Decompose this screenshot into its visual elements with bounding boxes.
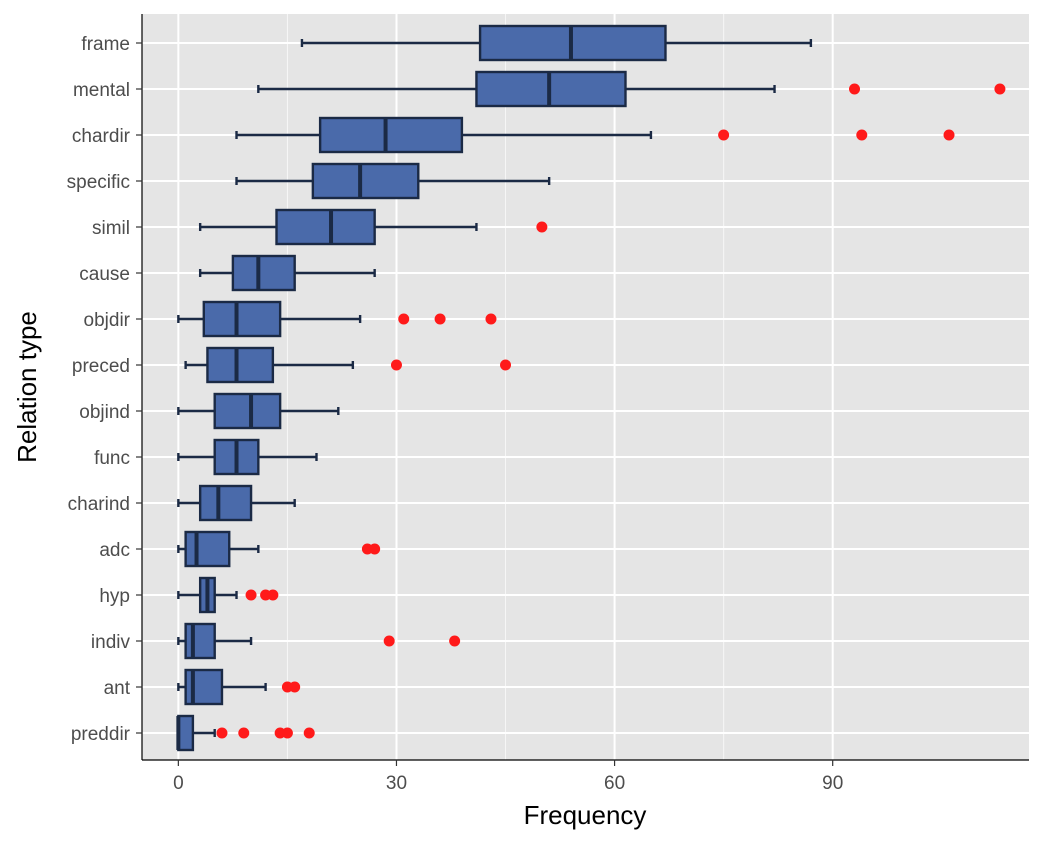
outlier-point <box>216 727 228 739</box>
box-mental <box>257 70 776 108</box>
x-axis-title: Frequency <box>524 800 647 830</box>
box-objdir <box>177 300 362 338</box>
outlier-point <box>398 313 410 325</box>
y-tick-label: func <box>94 448 130 469</box>
box-adc <box>177 530 260 568</box>
x-axis-ticks: 0 30 60 90 <box>173 760 843 794</box>
box-rect <box>311 162 420 200</box>
plot-panel <box>142 14 1029 760</box>
outlier-point <box>849 83 861 95</box>
box-chardir <box>235 116 653 154</box>
box-simil <box>198 208 478 246</box>
box-ant <box>177 668 267 706</box>
box-rect <box>213 392 282 430</box>
outlier-point <box>238 727 250 739</box>
x-tick-label: 90 <box>822 773 843 794</box>
outlier-point <box>303 727 315 739</box>
y-tick-label: ant <box>104 678 131 699</box>
outlier-points <box>216 83 1006 739</box>
y-axis-ticks: frame mental chardir specific simil cause objd… <box>67 34 142 745</box>
y-tick-label: charind <box>68 494 130 515</box>
outlier-point <box>449 635 461 647</box>
box-rect <box>177 714 195 752</box>
box-rect <box>206 346 275 384</box>
y-tick-label: mental <box>73 80 130 101</box>
outlier-point <box>289 681 301 693</box>
box-frame <box>300 24 813 62</box>
outlier-point <box>281 727 293 739</box>
outlier-point <box>536 221 548 233</box>
outlier-point <box>267 589 279 601</box>
y-tick-label: objdir <box>84 310 131 331</box>
box-cause <box>198 254 376 292</box>
outlier-point <box>500 359 512 371</box>
box-rect <box>184 622 216 660</box>
outlier-point <box>245 589 257 601</box>
box-rect <box>275 208 376 246</box>
box-rect <box>202 300 282 338</box>
y-tick-label: simil <box>92 218 130 239</box>
outlier-point <box>994 83 1006 95</box>
x-tick-label: 30 <box>386 773 407 794</box>
box-charind <box>177 484 296 522</box>
outlier-point <box>390 359 402 371</box>
y-axis-title: Relation type <box>12 311 42 463</box>
box-rect <box>318 116 464 154</box>
y-tick-label: frame <box>81 34 130 55</box>
box-specific <box>235 162 551 200</box>
outlier-point <box>718 129 730 141</box>
outlier-point <box>434 313 446 325</box>
x-tick-label: 60 <box>604 773 625 794</box>
y-tick-label: cause <box>79 264 130 285</box>
y-tick-label: preddir <box>71 724 131 745</box>
outlier-point <box>383 635 395 647</box>
box-func <box>177 438 318 476</box>
box-hyp <box>177 576 238 614</box>
y-tick-label: preced <box>72 356 130 377</box>
box-rect <box>184 530 231 568</box>
outlier-point <box>856 129 868 141</box>
y-tick-label: objind <box>79 402 130 423</box>
x-tick-label: 0 <box>173 773 184 794</box>
box-preced <box>184 346 355 384</box>
box-indiv <box>177 622 253 660</box>
box-objind <box>177 392 340 430</box>
y-tick-label: adc <box>99 540 130 561</box>
box-rect <box>198 484 253 522</box>
outlier-point <box>485 313 497 325</box>
outlier-point <box>943 129 955 141</box>
box-preddir <box>176 714 216 752</box>
box-series <box>176 24 813 752</box>
y-tick-label: specific <box>67 172 130 193</box>
y-tick-label: chardir <box>72 126 131 147</box>
y-tick-label: indiv <box>91 632 131 653</box>
outlier-point <box>369 543 381 555</box>
y-tick-label: hyp <box>99 586 130 607</box>
box-rect <box>231 254 296 292</box>
